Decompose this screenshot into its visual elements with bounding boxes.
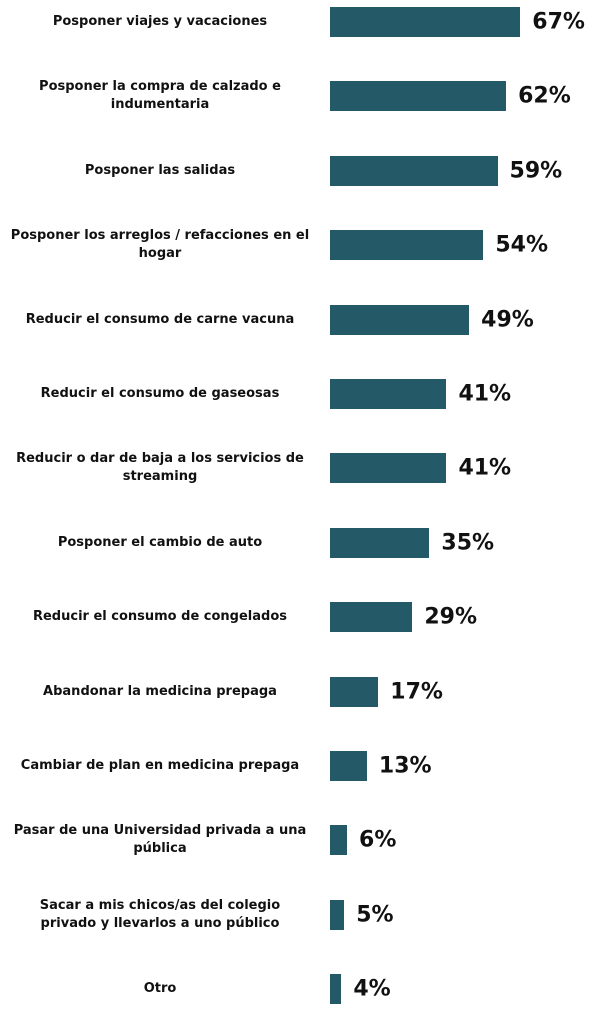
value-label: 62%	[518, 83, 571, 109]
bar	[330, 899, 345, 930]
bar-row: Otro 4%	[0, 959, 597, 1019]
value-label: 49%	[481, 307, 534, 333]
category-label: Posponer los arreglos / refacciones en e…	[10, 228, 310, 262]
category-label: Cambiar de plan en medicina prepaga	[20, 758, 300, 773]
bar-row: Cambiar de plan en medicina prepaga 13%	[0, 736, 597, 796]
category-label: Abandonar la medicina prepaga	[43, 683, 277, 699]
bar	[330, 379, 447, 409]
category-label: Reducir el consumo de carne vacuna	[25, 311, 295, 327]
bar-row: Abandonar la medicina prepaga 17%	[0, 662, 597, 722]
bar	[330, 81, 507, 112]
value-label: 5%	[356, 902, 394, 928]
bar	[330, 304, 470, 335]
bar-row: Posponer viajes y vacaciones 67%	[0, 0, 597, 52]
category-label: Otro	[143, 981, 177, 997]
bar-row: Posponer el cambio de auto 35%	[0, 513, 597, 573]
value-label: 41%	[458, 381, 512, 407]
bar	[330, 751, 367, 781]
value-label: 35%	[441, 530, 495, 556]
category-label: Posponer viajes y vacaciones	[52, 14, 268, 29]
bar-row: Reducir el consumo de congelados 29%	[0, 587, 597, 647]
bar	[330, 7, 521, 37]
value-label: 41%	[458, 455, 512, 481]
bar	[330, 453, 447, 484]
value-label: 59%	[509, 158, 563, 184]
category-label: Reducir o dar de baja a los servicios de…	[16, 451, 304, 485]
bar	[330, 527, 430, 558]
bar	[330, 676, 379, 707]
category-label: Posponer el cambio de auto	[57, 534, 263, 550]
value-label: 13%	[378, 753, 432, 779]
bar-row: Reducir el consumo de gaseosas 41%	[0, 364, 597, 424]
category-label: Posponer la compra de calzado e indument…	[39, 79, 281, 113]
bar-row: Pasar de una Universidad privada a una p…	[0, 810, 597, 870]
category-label: Posponer las salidas	[84, 162, 236, 178]
bar	[330, 602, 413, 633]
bar-row: Reducir el consumo de carne vacuna 49%	[0, 290, 597, 350]
bar-row: Posponer la compra de calzado e indument…	[0, 66, 597, 126]
bar-row: Reducir o dar de baja a los servicios de…	[0, 438, 597, 498]
bar	[330, 825, 348, 856]
value-label: 29%	[424, 604, 478, 630]
value-label: 6%	[359, 827, 397, 853]
bar	[330, 974, 342, 1005]
bar-row: Posponer los arreglos / refacciones en e…	[0, 215, 597, 275]
category-label: Reducir el consumo de gaseosas	[40, 386, 280, 401]
bar	[330, 155, 498, 186]
category-label: Pasar de una Universidad privada a una p…	[13, 823, 307, 857]
value-label: 17%	[390, 679, 443, 705]
bar-row: Posponer las salidas 59%	[0, 141, 597, 201]
category-label: Reducir el consumo de congelados	[32, 609, 288, 625]
value-label: 67%	[532, 9, 585, 35]
category-label: Sacar a mis chicos/as del colegio privad…	[39, 897, 281, 931]
value-label: 4%	[353, 976, 391, 1002]
value-label: 54%	[495, 232, 549, 258]
bar-row: Sacar a mis chicos/as del colegio privad…	[0, 885, 597, 945]
bar	[330, 230, 484, 261]
